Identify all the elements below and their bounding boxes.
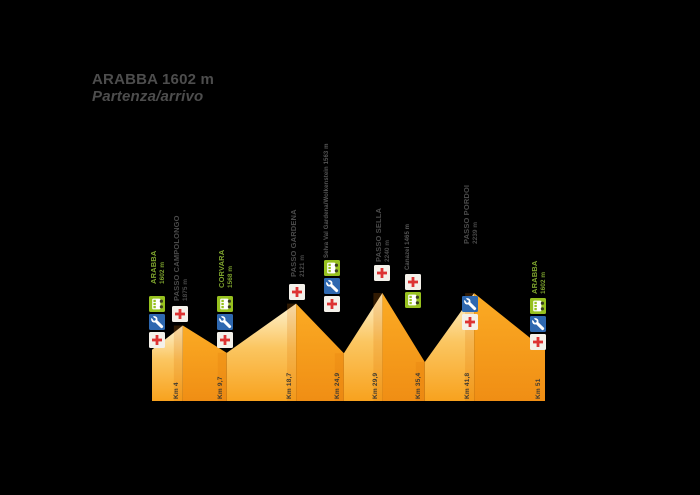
- cross-icon: [323, 296, 340, 312]
- waypoint-label: ARABBA 1602 m: [149, 251, 166, 284]
- waypoint-label: PASSO GARDENA 2121 m: [289, 209, 306, 277]
- wrench-icon: [149, 314, 165, 330]
- km-marker: Km 4: [172, 382, 180, 399]
- service-icon-stack: [462, 296, 479, 330]
- cross-icon: [289, 284, 306, 300]
- km-marker: Km 41,8: [464, 372, 472, 399]
- km-marker: Km 51: [535, 378, 542, 399]
- waypoint-altitude: 2239 m: [472, 221, 480, 244]
- km-marker: Km 29,9: [372, 372, 380, 399]
- terrain-segment: [296, 303, 344, 401]
- waypoint-label: Canazei 1465 m: [404, 223, 411, 270]
- service-icon-stack: [289, 284, 306, 300]
- waypoint-label: PASSO CAMPOLONGO 1875 m: [172, 215, 189, 301]
- cross-icon: [149, 332, 165, 348]
- waypoint-name: ARABBA: [149, 250, 158, 284]
- page-subtitle: Partenza/arrivo: [92, 88, 204, 106]
- waypoint-label: ARABBA 1602 m: [530, 261, 547, 294]
- waypoint-name: PASSO SELLA: [374, 207, 384, 262]
- service-icon-stack: [530, 298, 546, 350]
- waypoint-altitude: 1602 m: [540, 271, 547, 294]
- km-boundary-stripe: [415, 362, 425, 401]
- waypoint-name: PASSO CAMPOLONGO: [171, 215, 181, 301]
- bus-icon: [323, 260, 340, 276]
- km-boundary-stripe: [465, 293, 475, 401]
- wrench-icon: [323, 278, 340, 294]
- km-marker: Km 35,4: [414, 372, 422, 399]
- km-boundary-stripe: [217, 352, 227, 401]
- terrain-segment: [474, 293, 545, 401]
- waypoint-name: CORVARA: [216, 249, 226, 288]
- terrain-segment: [382, 293, 425, 401]
- bus-icon: [149, 296, 165, 312]
- service-icon-stack: [323, 260, 340, 312]
- km-boundary-stripe: [373, 293, 383, 401]
- terrain-segment: [424, 293, 475, 401]
- terrain-segment: [226, 303, 297, 401]
- cross-icon: [216, 332, 233, 348]
- km-boundary-stripe: [334, 353, 344, 401]
- wrench-icon: [462, 296, 479, 312]
- waypoint-label: CORVARA 1568 m: [217, 250, 234, 288]
- service-icon-stack: [171, 306, 188, 322]
- cross-icon: [374, 265, 391, 281]
- waypoint-altitude: 1875 m: [181, 278, 189, 301]
- waypoint-altitude: 1568 m: [226, 265, 234, 288]
- waypoint-altitude: 2121 m: [299, 254, 307, 277]
- wrench-icon: [216, 314, 233, 330]
- waypoint-label: PASSO SELLA 2240 m: [374, 208, 391, 262]
- cross-icon: [171, 306, 188, 322]
- terrain-segment: [182, 325, 227, 401]
- km-boundary-stripe: [173, 325, 183, 401]
- title-block: ARABBA 1602 m Partenza/arrivo: [92, 71, 214, 106]
- terrain-segment: [343, 293, 383, 401]
- service-icon-stack: [149, 296, 165, 348]
- km-marker: Km 24,9: [333, 372, 341, 399]
- service-icon-stack: [404, 274, 421, 308]
- waypoint-name: PASSO PORDOI: [462, 184, 472, 244]
- km-boundary-stripe: [287, 303, 297, 401]
- wrench-icon: [530, 316, 546, 332]
- bus-icon: [216, 296, 233, 312]
- waypoint-altitude: 1602 m: [159, 261, 166, 284]
- waypoint-name: ARABBA: [530, 260, 539, 294]
- service-icon-stack: [374, 265, 391, 281]
- bus-icon: [530, 298, 546, 314]
- service-icon-stack: [216, 296, 233, 348]
- waypoint-label: Selva Val Gardena/Wolkenstein 1563 m: [323, 143, 330, 258]
- cross-icon: [530, 334, 546, 350]
- waypoint-name: PASSO GARDENA: [289, 209, 299, 277]
- waypoint-label: PASSO PORDOI 2239 m: [462, 185, 479, 244]
- cross-icon: [462, 314, 479, 330]
- km-marker: Km 9,7: [216, 376, 224, 399]
- km-marker: Km 18,7: [286, 372, 294, 399]
- page-title: ARABBA 1602 m: [92, 71, 215, 88]
- waypoint-altitude: 2240 m: [384, 239, 392, 262]
- bus-icon: [404, 292, 421, 308]
- cross-icon: [404, 274, 421, 290]
